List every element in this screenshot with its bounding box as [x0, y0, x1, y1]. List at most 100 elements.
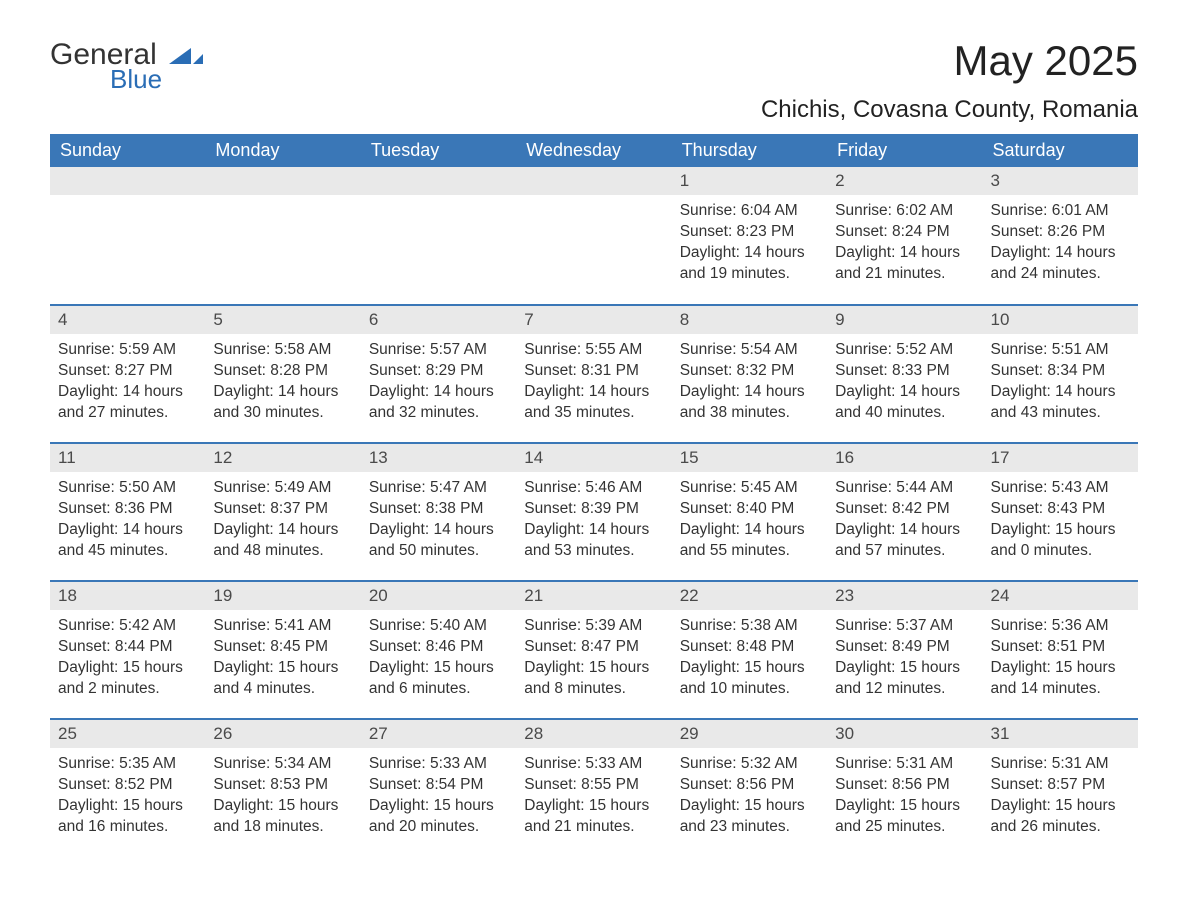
day-details: Sunrise: 5:55 AMSunset: 8:31 PMDaylight:… — [516, 334, 671, 428]
daylight-text: Daylight: 15 hours and 4 minutes. — [213, 658, 352, 700]
calendar-day-cell: 20Sunrise: 5:40 AMSunset: 8:46 PMDayligh… — [361, 581, 516, 719]
day-number: 14 — [516, 444, 671, 472]
sunrise-text: Sunrise: 5:54 AM — [680, 340, 819, 361]
daylight-text: Daylight: 14 hours and 35 minutes. — [524, 382, 663, 424]
weekday-header: Tuesday — [361, 134, 516, 167]
sunrise-text: Sunrise: 5:47 AM — [369, 478, 508, 499]
day-number: 16 — [827, 444, 982, 472]
day-number: 5 — [205, 306, 360, 334]
calendar-week-row: 4Sunrise: 5:59 AMSunset: 8:27 PMDaylight… — [50, 305, 1138, 443]
weekday-header: Saturday — [983, 134, 1138, 167]
sunrise-text: Sunrise: 5:38 AM — [680, 616, 819, 637]
daylight-text: Daylight: 15 hours and 14 minutes. — [991, 658, 1130, 700]
sunrise-text: Sunrise: 5:49 AM — [213, 478, 352, 499]
sunset-text: Sunset: 8:46 PM — [369, 637, 508, 658]
daylight-text: Daylight: 15 hours and 6 minutes. — [369, 658, 508, 700]
calendar-day-cell: 18Sunrise: 5:42 AMSunset: 8:44 PMDayligh… — [50, 581, 205, 719]
calendar-day-cell: 13Sunrise: 5:47 AMSunset: 8:38 PMDayligh… — [361, 443, 516, 581]
sunrise-text: Sunrise: 5:32 AM — [680, 754, 819, 775]
daylight-text: Daylight: 15 hours and 18 minutes. — [213, 796, 352, 838]
sunrise-text: Sunrise: 5:40 AM — [369, 616, 508, 637]
calendar-day-cell: 31Sunrise: 5:31 AMSunset: 8:57 PMDayligh… — [983, 719, 1138, 857]
sunrise-text: Sunrise: 5:59 AM — [58, 340, 197, 361]
calendar-day-cell: 11Sunrise: 5:50 AMSunset: 8:36 PMDayligh… — [50, 443, 205, 581]
day-details: Sunrise: 5:37 AMSunset: 8:49 PMDaylight:… — [827, 610, 982, 704]
calendar-week-row: 18Sunrise: 5:42 AMSunset: 8:44 PMDayligh… — [50, 581, 1138, 719]
sunset-text: Sunset: 8:38 PM — [369, 499, 508, 520]
daylight-text: Daylight: 14 hours and 32 minutes. — [369, 382, 508, 424]
daylight-text: Daylight: 14 hours and 53 minutes. — [524, 520, 663, 562]
calendar-day-cell: 24Sunrise: 5:36 AMSunset: 8:51 PMDayligh… — [983, 581, 1138, 719]
header: General Blue May 2025 Chichis, Covasna C… — [50, 40, 1138, 124]
sunset-text: Sunset: 8:48 PM — [680, 637, 819, 658]
sunrise-text: Sunrise: 6:02 AM — [835, 201, 974, 222]
day-number: 3 — [983, 167, 1138, 195]
daylight-text: Daylight: 15 hours and 16 minutes. — [58, 796, 197, 838]
sunset-text: Sunset: 8:49 PM — [835, 637, 974, 658]
day-details: Sunrise: 5:47 AMSunset: 8:38 PMDaylight:… — [361, 472, 516, 566]
calendar-day-cell: 5Sunrise: 5:58 AMSunset: 8:28 PMDaylight… — [205, 305, 360, 443]
day-details: Sunrise: 5:42 AMSunset: 8:44 PMDaylight:… — [50, 610, 205, 704]
day-number: 25 — [50, 720, 205, 748]
sunrise-text: Sunrise: 5:45 AM — [680, 478, 819, 499]
day-number: 18 — [50, 582, 205, 610]
sunset-text: Sunset: 8:24 PM — [835, 222, 974, 243]
sunrise-text: Sunrise: 5:50 AM — [58, 478, 197, 499]
logo-triangle-icon — [169, 40, 203, 70]
sunset-text: Sunset: 8:42 PM — [835, 499, 974, 520]
sunset-text: Sunset: 8:34 PM — [991, 361, 1130, 382]
day-details: Sunrise: 6:02 AMSunset: 8:24 PMDaylight:… — [827, 195, 982, 289]
sunset-text: Sunset: 8:56 PM — [835, 775, 974, 796]
sunrise-text: Sunrise: 5:46 AM — [524, 478, 663, 499]
day-number: 31 — [983, 720, 1138, 748]
day-details: Sunrise: 5:41 AMSunset: 8:45 PMDaylight:… — [205, 610, 360, 704]
sunset-text: Sunset: 8:47 PM — [524, 637, 663, 658]
daylight-text: Daylight: 14 hours and 40 minutes. — [835, 382, 974, 424]
daylight-text: Daylight: 14 hours and 24 minutes. — [991, 243, 1130, 285]
calendar-day-cell: 17Sunrise: 5:43 AMSunset: 8:43 PMDayligh… — [983, 443, 1138, 581]
calendar-day-cell: 23Sunrise: 5:37 AMSunset: 8:49 PMDayligh… — [827, 581, 982, 719]
calendar-day-cell: 25Sunrise: 5:35 AMSunset: 8:52 PMDayligh… — [50, 719, 205, 857]
day-number — [361, 167, 516, 195]
day-details: Sunrise: 5:50 AMSunset: 8:36 PMDaylight:… — [50, 472, 205, 566]
daylight-text: Daylight: 14 hours and 55 minutes. — [680, 520, 819, 562]
day-number: 11 — [50, 444, 205, 472]
daylight-text: Daylight: 15 hours and 2 minutes. — [58, 658, 197, 700]
sunrise-text: Sunrise: 5:44 AM — [835, 478, 974, 499]
daylight-text: Daylight: 15 hours and 26 minutes. — [991, 796, 1130, 838]
sunset-text: Sunset: 8:53 PM — [213, 775, 352, 796]
daylight-text: Daylight: 14 hours and 27 minutes. — [58, 382, 197, 424]
calendar-day-cell: 6Sunrise: 5:57 AMSunset: 8:29 PMDaylight… — [361, 305, 516, 443]
day-number: 9 — [827, 306, 982, 334]
location-text: Chichis, Covasna County, Romania — [761, 96, 1138, 124]
day-number: 12 — [205, 444, 360, 472]
weekday-header: Wednesday — [516, 134, 671, 167]
sunset-text: Sunset: 8:33 PM — [835, 361, 974, 382]
daylight-text: Daylight: 15 hours and 10 minutes. — [680, 658, 819, 700]
day-details: Sunrise: 5:44 AMSunset: 8:42 PMDaylight:… — [827, 472, 982, 566]
calendar-day-cell — [516, 167, 671, 305]
calendar-week-row: 25Sunrise: 5:35 AMSunset: 8:52 PMDayligh… — [50, 719, 1138, 857]
day-details: Sunrise: 6:01 AMSunset: 8:26 PMDaylight:… — [983, 195, 1138, 289]
day-details: Sunrise: 5:31 AMSunset: 8:56 PMDaylight:… — [827, 748, 982, 842]
sunrise-text: Sunrise: 5:52 AM — [835, 340, 974, 361]
day-number: 2 — [827, 167, 982, 195]
calendar-day-cell: 30Sunrise: 5:31 AMSunset: 8:56 PMDayligh… — [827, 719, 982, 857]
weekday-header: Thursday — [672, 134, 827, 167]
calendar-page: General Blue May 2025 Chichis, Covasna C… — [0, 0, 1188, 918]
day-details: Sunrise: 5:33 AMSunset: 8:54 PMDaylight:… — [361, 748, 516, 842]
day-number: 7 — [516, 306, 671, 334]
sunrise-text: Sunrise: 5:31 AM — [835, 754, 974, 775]
sunrise-text: Sunrise: 5:34 AM — [213, 754, 352, 775]
calendar-day-cell: 21Sunrise: 5:39 AMSunset: 8:47 PMDayligh… — [516, 581, 671, 719]
sunset-text: Sunset: 8:43 PM — [991, 499, 1130, 520]
sunrise-text: Sunrise: 5:55 AM — [524, 340, 663, 361]
calendar-table: Sunday Monday Tuesday Wednesday Thursday… — [50, 134, 1138, 857]
day-number: 28 — [516, 720, 671, 748]
daylight-text: Daylight: 15 hours and 21 minutes. — [524, 796, 663, 838]
day-number: 23 — [827, 582, 982, 610]
sunset-text: Sunset: 8:52 PM — [58, 775, 197, 796]
calendar-day-cell: 22Sunrise: 5:38 AMSunset: 8:48 PMDayligh… — [672, 581, 827, 719]
calendar-day-cell: 4Sunrise: 5:59 AMSunset: 8:27 PMDaylight… — [50, 305, 205, 443]
weekday-header: Monday — [205, 134, 360, 167]
